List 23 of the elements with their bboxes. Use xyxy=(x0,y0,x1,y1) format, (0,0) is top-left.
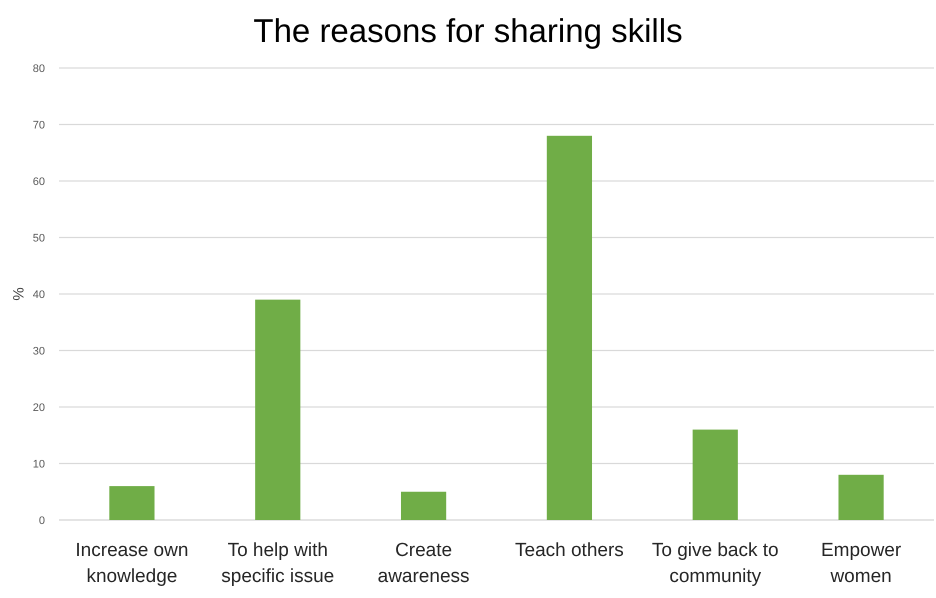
x-tick-label: To give back to community xyxy=(652,540,779,587)
chart-title: The reasons for sharing skills xyxy=(253,12,683,49)
bar xyxy=(838,474,884,520)
bar xyxy=(255,300,300,520)
x-tick-label: Empower women xyxy=(820,540,902,587)
bar xyxy=(546,136,592,520)
y-tick-label: 30 xyxy=(32,345,45,358)
y-tick-label: 40 xyxy=(32,288,45,301)
bar xyxy=(692,430,738,520)
x-tick-label: Create awareness xyxy=(378,540,470,587)
y-tick-label: 50 xyxy=(32,232,45,244)
bar xyxy=(109,486,155,520)
x-tick-label: Increase own knowledge xyxy=(75,540,188,587)
y-axis-title: % xyxy=(10,287,28,301)
y-tick-label: 20 xyxy=(32,402,45,414)
x-tick-label: Teach others xyxy=(515,540,624,561)
y-tick-label: 10 xyxy=(32,458,45,470)
y-tick-label: 80 xyxy=(32,62,45,75)
bar xyxy=(400,492,446,520)
y-tick-label: 0 xyxy=(38,514,45,527)
x-tick-label: To help with specific issue xyxy=(221,540,334,587)
y-tick-label: 70 xyxy=(32,119,45,132)
y-tick-label: 60 xyxy=(32,176,45,188)
